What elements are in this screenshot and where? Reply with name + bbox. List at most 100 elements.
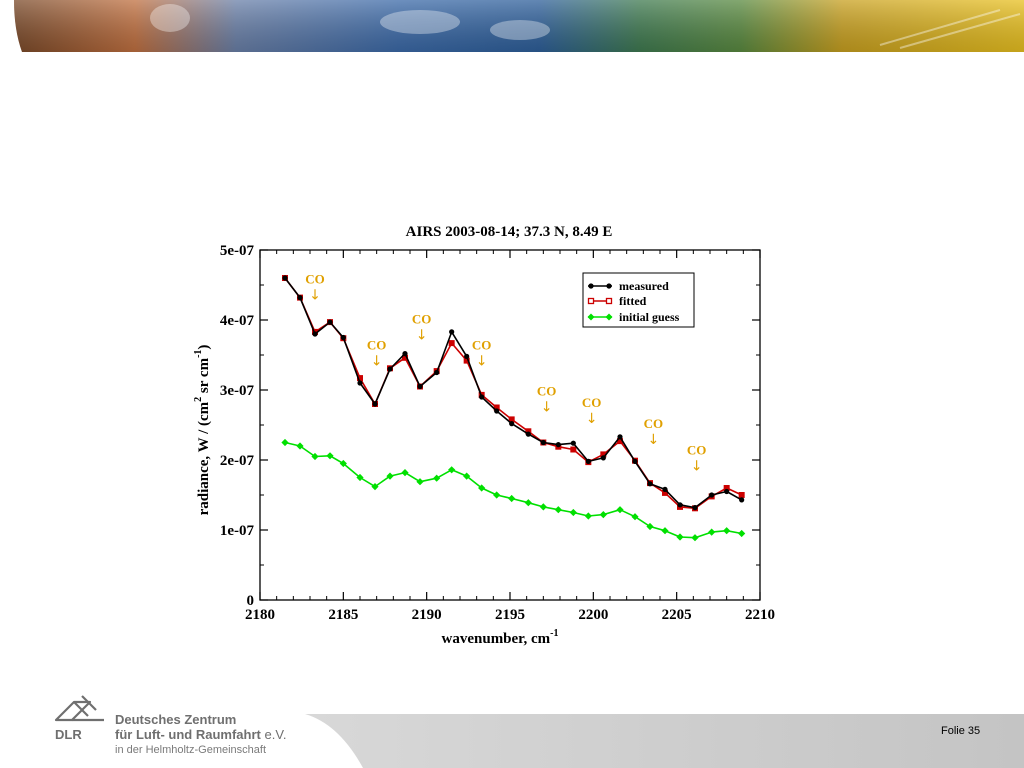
point-measured [724,488,730,495]
legend-fitted-label: fitted [619,294,647,308]
point-initial-guess [386,472,394,480]
point-initial-guess [599,511,607,519]
co-annotation-label: CO [305,272,325,287]
point-measured [617,434,623,440]
point-measured [585,458,591,464]
point-initial-guess [296,442,304,450]
point-initial-guess [281,438,289,447]
y-tick-label: 2e-07 [220,453,255,469]
point-initial-guess [646,522,654,531]
point-measured [357,380,363,386]
point-initial-guess [738,529,746,538]
legend-box [582,272,695,328]
point-measured [417,383,423,390]
legend-initial-guess-label: initial guess [619,310,680,324]
y-tick-label: 4e-07 [220,313,255,329]
x-tick-label: 2210 [745,607,775,623]
point-initial-guess [371,483,379,491]
point-measured [297,295,303,301]
chart: AIRS 2003-08-14; 37.3 N, 8.49 E 2180 2185… [193,224,775,647]
series-line-initial-guess [284,441,742,539]
point-measured [555,442,561,448]
x-axis-label: wavenumber, cm-1 [442,628,559,647]
point-initial-guess [326,452,334,460]
co-annotation-arrow: ↓ [647,432,659,448]
point-measured [739,497,745,503]
co-annotation-label: CO [687,442,707,457]
point-initial-guess [584,512,592,520]
legend-measured-label: measured [619,279,669,293]
point-measured [402,351,408,357]
co-annotation-label: CO [582,395,602,410]
point-measured [677,502,683,508]
point-initial-guess [463,472,471,480]
point-initial-guess [631,513,639,521]
y-tick-label: 3e-07 [220,383,255,399]
y-tick-label: 5e-07 [220,243,255,259]
org-name-line1: Deutsches Zentrum [115,712,237,727]
co-annotation-arrow: ↓ [476,353,488,369]
x-axis-label-text: wavenumber, cm [442,631,551,647]
co-annotation-label: CO [367,337,387,352]
point-measured [692,505,698,511]
co-annotation-arrow: ↓ [541,400,553,416]
y-axis-label-end: ) [196,345,212,350]
point-measured [312,331,318,337]
point-initial-guess [478,484,486,492]
co-annotation-arrow: ↓ [691,458,703,474]
org-name-line2-text: für Luft- und Raumfahrt [115,727,261,742]
org-affiliation: in der Helmholtz-Gemeinschaft [115,744,267,756]
point-initial-guess [676,533,684,541]
point-measured [525,431,531,437]
point-measured [479,394,485,400]
x-axis-label-sup: -1 [550,628,558,639]
org-name-line2: für Luft- und Raumfahrt e.V. [115,727,286,742]
point-measured [387,366,393,372]
point-measured [464,353,470,359]
point-initial-guess [524,499,532,507]
x-tick-label: 2185 [328,607,358,623]
slide-number: Folie 35 [941,725,981,737]
point-initial-guess [493,491,501,499]
point-measured [509,421,515,427]
point-initial-guess [433,474,441,482]
point-initial-guess [554,506,562,514]
co-annotation-arrow: ↓ [586,411,598,427]
point-measured [494,408,500,414]
footer-bar [305,714,1024,768]
point-measured [600,455,606,461]
header-banner [14,0,1024,52]
annotations: CO↓CO↓CO↓CO↓CO↓ CO↓ CO↓CO↓ [305,272,706,475]
point-initial-guess [311,452,319,461]
legend-fitted-marker [587,297,595,305]
axes: 2180 2185 2190 2195 2200 2205 2210 0 1e-07 2e-07 3… [220,243,775,623]
point-measured [449,329,455,335]
point-measured [647,481,653,487]
point-fitted [448,340,455,347]
y-tick-label: 0 [247,593,255,609]
chart-title: AIRS 2003-08-14; 37.3 N, 8.49 E [406,224,613,240]
series [281,274,746,542]
point-initial-guess [708,528,716,536]
point-measured [662,486,668,492]
co-annotation-label: CO [472,337,492,352]
co-annotation-arrow: ↓ [416,328,428,344]
point-initial-guess [539,503,547,511]
y-axis-label-sup1: 2 [193,397,204,402]
point-measured [709,492,715,498]
point-measured [372,401,378,407]
point-initial-guess [616,506,624,514]
y-tick-label: 1e-07 [220,523,255,539]
y-axis-label-sup2: -1 [193,350,204,358]
point-initial-guess [339,459,347,468]
co-annotation-label: CO [412,312,432,327]
x-tick-label: 2180 [245,607,275,623]
co-annotation-arrow: ↓ [309,288,321,304]
legend-measured-marker [588,283,594,289]
y-axis-label-text: radiance, W / (cm [196,401,212,515]
x-tick-label: 2200 [578,607,608,623]
point-initial-guess [691,534,699,542]
co-annotation-label: CO [644,416,664,431]
point-measured [282,275,288,281]
point-measured [340,334,346,341]
